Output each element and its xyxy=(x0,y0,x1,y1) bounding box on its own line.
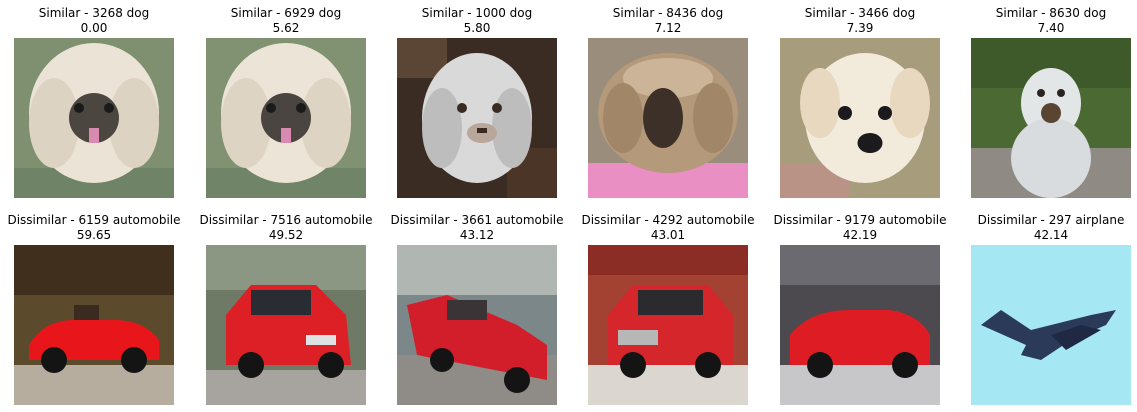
image-title: Similar - 8436 dog 7.12 xyxy=(612,6,724,35)
car-image xyxy=(206,245,366,405)
car-image xyxy=(397,245,557,405)
image-title: Dissimilar - 6159 automobile 59.65 xyxy=(7,213,181,242)
image-title: Similar - 1000 dog 5.80 xyxy=(421,6,533,35)
image-title: Dissimilar - 3661 automobile 43.12 xyxy=(390,213,564,242)
dog-image xyxy=(397,38,557,198)
image-title: Similar - 6929 dog 5.62 xyxy=(230,6,342,35)
image-title: Similar - 8630 dog 7.40 xyxy=(995,6,1107,35)
image-title: Similar - 3268 dog 0.00 xyxy=(38,6,150,35)
car-image xyxy=(588,245,748,405)
airplane-image xyxy=(971,245,1131,405)
car-image xyxy=(14,245,174,405)
dog-image xyxy=(588,38,748,198)
car-image xyxy=(780,245,940,405)
dog-image xyxy=(206,38,366,198)
image-title: Similar - 3466 dog 7.39 xyxy=(804,6,916,35)
image-title: Dissimilar - 7516 automobile 49.52 xyxy=(199,213,373,242)
dog-image xyxy=(780,38,940,198)
dog-image xyxy=(971,38,1131,198)
image-title: Dissimilar - 4292 automobile 43.01 xyxy=(581,213,755,242)
image-title: Dissimilar - 9179 automobile 42.19 xyxy=(773,213,947,242)
image-title: Dissimilar - 297 airplane 42.14 xyxy=(977,213,1125,242)
dog-image xyxy=(14,38,174,198)
